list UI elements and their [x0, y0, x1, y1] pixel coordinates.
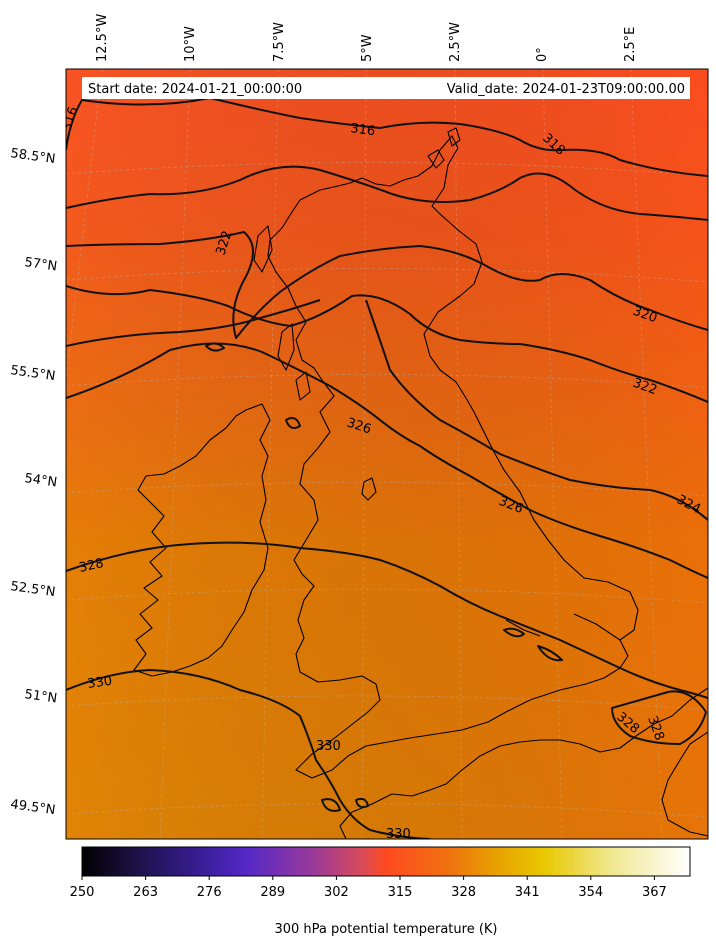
lat-label: 58.5°N [9, 146, 56, 167]
contour-320 [66, 231, 708, 339]
lat-label: 57°N [23, 255, 58, 274]
lon-label: 0° [535, 47, 550, 62]
contour-328 [66, 541, 708, 699]
colorbar-tick-label: 315 [388, 885, 413, 900]
contour-label: 330 [316, 739, 341, 754]
lon-label: 2.5°E [623, 27, 638, 62]
colorbar-label: 300 hPa potential temperature (K) [274, 922, 497, 937]
colorbar-tick-label: 276 [197, 885, 222, 900]
colorbar-tick-label: 263 [133, 885, 158, 900]
colorbar-tick-label: 328 [451, 885, 476, 900]
lat-label: 52.5°N [9, 579, 56, 600]
contour-318 [66, 165, 708, 221]
longitude-labels: 12.5°W 10°W 7.5°W 5°W 2.5°W 0° 2.5°E [95, 14, 638, 62]
coastline-ireland [133, 403, 271, 677]
lat-label: 55.5°N [9, 363, 56, 384]
start-date: Start date: 2024-01-21_00:00:00 [88, 82, 302, 97]
contour-label: 330 [386, 827, 411, 842]
contour-label: 326 [345, 416, 373, 438]
contour-330 [66, 669, 431, 839]
lat-label: 51°N [23, 687, 58, 706]
lat-label: 49.5°N [9, 797, 56, 818]
contour-lines [66, 97, 708, 839]
colorbar-tick-label: 354 [578, 885, 603, 900]
latitude-labels: 58.5°N 57°N 55.5°N 54°N 52.5°N 51°N 49.5… [9, 146, 58, 818]
colorbar-tick-label: 341 [515, 885, 540, 900]
contour-324 [66, 299, 321, 347]
colorbar-tick-label: 367 [642, 885, 667, 900]
map-frame [65, 68, 709, 840]
contour-label: 322 [214, 229, 236, 257]
contour-316 [66, 97, 708, 177]
lon-label: 10°W [183, 26, 198, 62]
colorbar-tick-label: 289 [260, 885, 285, 900]
contour-label: 316 [349, 121, 376, 139]
graticule [66, 69, 708, 839]
colorbar-gradient [81, 846, 691, 877]
map-panel: 316 316 318 320 322 322 324 326 326 328 … [65, 68, 709, 842]
lat-label: 54°N [23, 471, 58, 490]
lon-label: 2.5°W [448, 22, 463, 62]
header-box [82, 77, 690, 99]
contour-label: 328 [78, 556, 105, 576]
lon-label: 5°W [360, 34, 375, 62]
contour-322 [66, 285, 708, 403]
colorbar: 250 263 276 289 302 315 328 341 354 367 … [70, 846, 691, 937]
lon-label: 12.5°W [95, 14, 110, 62]
lon-label: 7.5°W [272, 22, 287, 62]
colorbar-tick-label: 302 [324, 885, 349, 900]
contour-324b [365, 299, 708, 521]
coastline-great-britain [267, 135, 639, 779]
valid-date: Valid_date: 2024-01-23T09:00:00.00 [447, 82, 685, 97]
coastline-france [339, 687, 708, 839]
colorbar-ticks [81, 876, 655, 880]
contour-label: 330 [86, 674, 113, 692]
colorbar-tick-label: 250 [70, 885, 95, 900]
